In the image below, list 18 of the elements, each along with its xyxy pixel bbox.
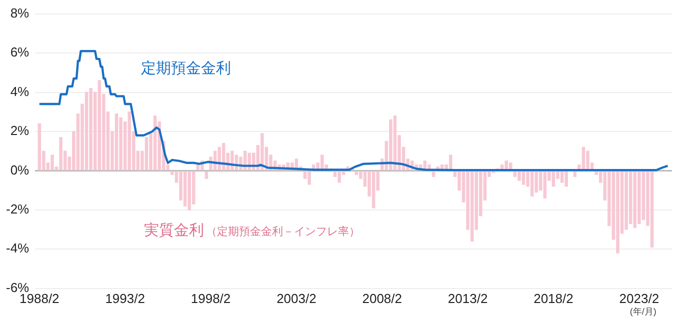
y-tick-label: 6% [10,44,30,60]
x-tick-label: 1993/2 [105,290,145,306]
x-axis-title: (年/月) [630,306,656,316]
annotation: （定期預金金利－インフレ率） [206,224,360,238]
y-tick-label: -4% [6,240,30,256]
y-tick-label: 8% [10,5,30,20]
x-tick-label: 2013/2 [448,290,488,306]
series-label: 実質金利 [144,222,204,239]
x-tick-label: 2018/2 [534,290,574,306]
series-label: 定期預金金利 [140,60,231,77]
y-tick-label: 2% [10,123,30,138]
y-tick-label: 0% [10,162,30,178]
x-tick-label: 2003/2 [276,290,316,306]
x-tick-label: 1998/2 [190,290,231,306]
y-tick-label: -2% [6,202,30,217]
y-tick-label: 4% [10,84,30,99]
x-tick-label: 2023/2 [619,290,660,306]
x-tick-label: 2008/2 [362,290,402,306]
